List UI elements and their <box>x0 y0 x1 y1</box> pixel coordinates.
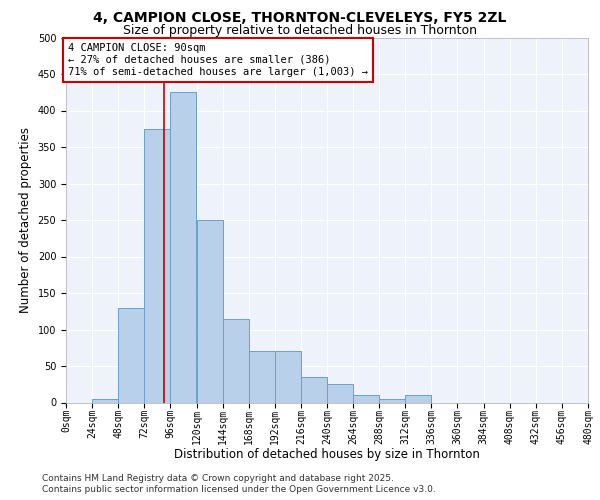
X-axis label: Distribution of detached houses by size in Thornton: Distribution of detached houses by size … <box>174 448 480 461</box>
Bar <box>406 395 431 402</box>
Bar <box>145 128 170 402</box>
Text: 4 CAMPION CLOSE: 90sqm
← 27% of detached houses are smaller (386)
71% of semi-de: 4 CAMPION CLOSE: 90sqm ← 27% of detached… <box>68 44 368 76</box>
Bar <box>223 318 249 402</box>
Bar <box>249 352 275 403</box>
Text: Contains HM Land Registry data © Crown copyright and database right 2025.
Contai: Contains HM Land Registry data © Crown c… <box>42 474 436 494</box>
Text: Size of property relative to detached houses in Thornton: Size of property relative to detached ho… <box>123 24 477 37</box>
Bar <box>353 395 379 402</box>
Text: 4, CAMPION CLOSE, THORNTON-CLEVELEYS, FY5 2ZL: 4, CAMPION CLOSE, THORNTON-CLEVELEYS, FY… <box>94 12 506 26</box>
Bar <box>118 308 144 402</box>
Bar <box>170 92 196 402</box>
Bar <box>275 352 301 403</box>
Bar <box>92 399 118 402</box>
Bar <box>327 384 353 402</box>
Bar <box>197 220 223 402</box>
Y-axis label: Number of detached properties: Number of detached properties <box>19 127 32 313</box>
Bar <box>379 399 406 402</box>
Bar <box>301 377 327 402</box>
